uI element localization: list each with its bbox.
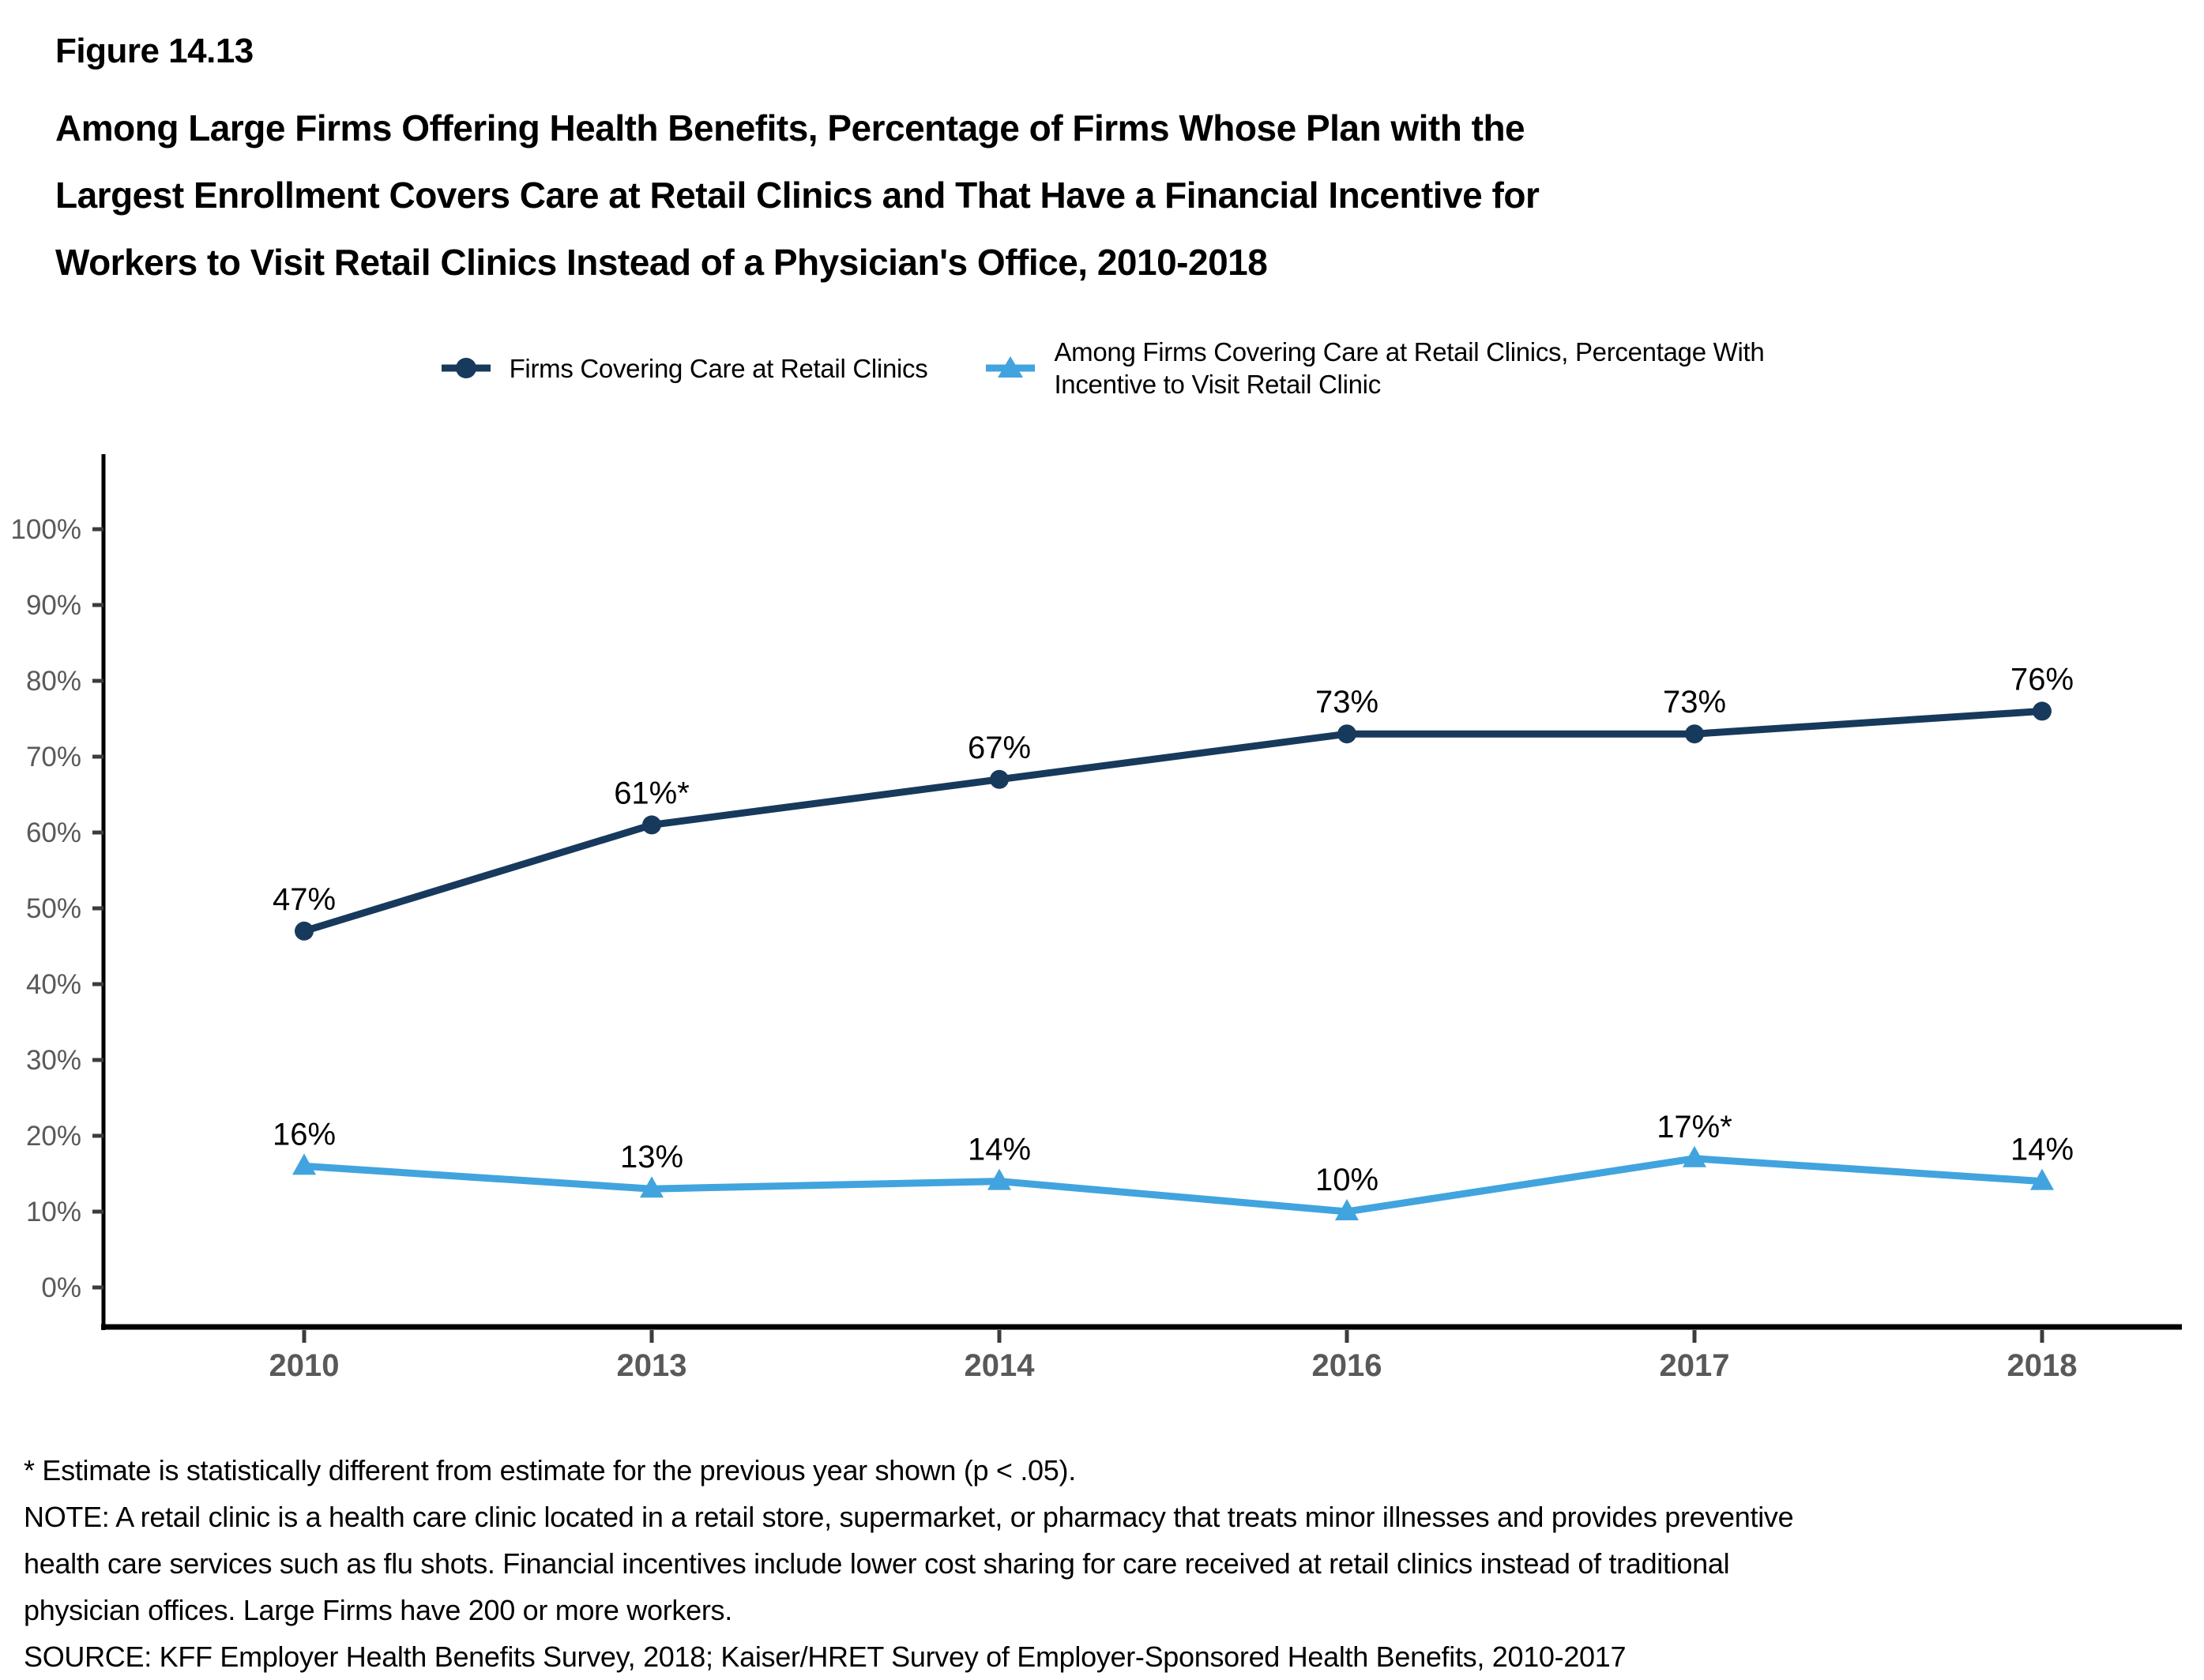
header: Figure 14.13 Among Large Firms Offering … <box>55 32 1540 296</box>
data-point-0-2013 <box>642 815 661 835</box>
x-tick-label-2010: 2010 <box>269 1348 340 1383</box>
footnote-source: SOURCE: KFF Employer Health Benefits Sur… <box>24 1641 1627 1673</box>
data-label-0-2013: 61%* <box>614 776 690 810</box>
y-tick-label: 100% <box>10 514 81 545</box>
legend-item-firms-covering: Firms Covering Care at Retail Clinics <box>440 352 928 385</box>
y-tick-label: 0% <box>41 1272 81 1303</box>
footnotes: * Estimate is statistically different fr… <box>24 1447 1794 1680</box>
legend-label-firms-covering: Firms Covering Care at Retail Clinics <box>509 353 928 383</box>
title-line-1: Among Large Firms Offering Health Benefi… <box>55 107 1525 148</box>
y-tick-label: 50% <box>26 893 81 924</box>
y-tick-label: 60% <box>26 817 81 848</box>
title-line-2: Largest Enrollment Covers Care at Retail… <box>55 175 1540 216</box>
x-tick-label-2013: 2013 <box>617 1348 687 1383</box>
series-line-0 <box>303 707 2043 935</box>
y-tick-label: 70% <box>26 742 81 772</box>
data-label-0-2010: 47% <box>273 882 336 917</box>
data-point-1-2010 <box>292 1153 316 1175</box>
legend-item-incentive: Among Firms Covering Care at Retail Clin… <box>984 336 1765 400</box>
footnote-note-line-3: physician offices. Large Firms have 200 … <box>24 1594 732 1626</box>
data-label-0-2018: 76% <box>2010 662 2074 697</box>
chart-legend: Firms Covering Care at Retail Clinics Am… <box>0 336 2204 400</box>
footnote-note-line-2: health care services such as flu shots. … <box>24 1547 1730 1580</box>
y-tick-label: 30% <box>26 1045 81 1076</box>
data-point-0-2014 <box>990 769 1009 789</box>
data-point-1-2016 <box>1335 1199 1359 1220</box>
y-tick-label: 40% <box>26 969 81 1000</box>
legend-circle-marker-icon <box>441 358 491 378</box>
footnote-note-line-1: NOTE: A retail clinic is a health care c… <box>24 1501 1794 1533</box>
data-point-1-2018 <box>2030 1168 2054 1190</box>
x-tick-label-2018: 2018 <box>2007 1348 2078 1383</box>
data-label-1-2014: 14% <box>968 1133 1031 1167</box>
footnote-asterisk: * Estimate is statistically different fr… <box>24 1454 1076 1486</box>
figure-label: Figure 14.13 <box>55 32 254 70</box>
data-label-1-2013: 13% <box>620 1140 683 1174</box>
data-point-1-2013 <box>640 1176 664 1198</box>
title-line-3: Workers to Visit Retail Clinics Instead … <box>55 242 1268 283</box>
series-line-1 <box>303 1155 2043 1216</box>
data-point-0-2017 <box>1685 724 1704 744</box>
data-label-0-2017: 73% <box>1663 685 1726 720</box>
data-label-1-2018: 14% <box>2010 1133 2074 1167</box>
data-point-1-2014 <box>987 1168 1011 1190</box>
data-point-1-2017 <box>1683 1145 1706 1167</box>
data-label-0-2016: 73% <box>1315 685 1378 720</box>
y-tick-label: 90% <box>26 590 81 621</box>
data-label-1-2017: 17%* <box>1657 1110 1732 1144</box>
y-tick-label: 10% <box>26 1197 81 1227</box>
x-tick-label-2017: 2017 <box>1660 1348 1730 1383</box>
x-tick-label-2016: 2016 <box>1312 1348 1382 1383</box>
y-tick-label: 80% <box>26 666 81 697</box>
data-label-1-2010: 16% <box>273 1117 336 1152</box>
data-label-1-2016: 10% <box>1315 1163 1378 1197</box>
y-tick-label: 20% <box>26 1121 81 1152</box>
legend-triangle-marker-icon <box>986 356 1036 378</box>
data-point-0-2010 <box>295 921 314 941</box>
chart-title: Among Large Firms Offering Health Benefi… <box>55 95 1540 296</box>
data-label-0-2014: 67% <box>968 731 1031 765</box>
data-point-0-2018 <box>2033 701 2052 721</box>
data-point-0-2016 <box>1337 724 1356 744</box>
x-tick-label-2014: 2014 <box>965 1348 1036 1383</box>
legend-label-incentive: Among Firms Covering Care at Retail Clin… <box>1054 337 1765 399</box>
